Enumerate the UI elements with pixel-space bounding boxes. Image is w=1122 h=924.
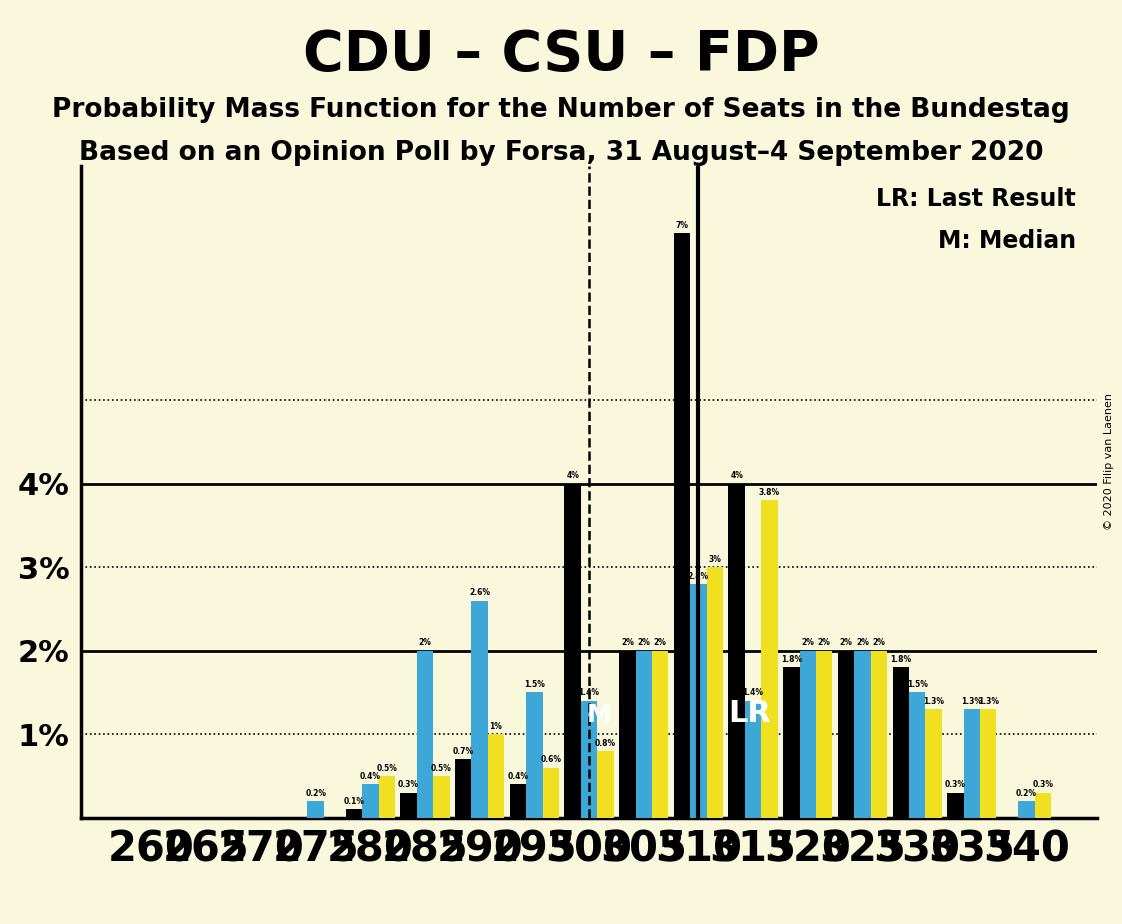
Bar <box>526 692 543 818</box>
Bar <box>871 650 888 818</box>
Text: 4%: 4% <box>730 471 743 480</box>
Text: 2%: 2% <box>856 638 868 648</box>
Text: LR: LR <box>728 699 771 728</box>
Text: 0.5%: 0.5% <box>376 763 397 772</box>
Bar <box>1034 793 1051 818</box>
Text: 1.5%: 1.5% <box>907 680 928 689</box>
Bar <box>597 751 614 818</box>
Bar <box>728 483 745 818</box>
Bar <box>783 667 800 818</box>
Text: 0.7%: 0.7% <box>452 747 473 756</box>
Text: 4%: 4% <box>567 471 579 480</box>
Text: 0.3%: 0.3% <box>1032 781 1054 789</box>
Bar <box>433 776 450 818</box>
Bar <box>909 692 926 818</box>
Text: 0.5%: 0.5% <box>431 763 452 772</box>
Text: 2%: 2% <box>873 638 885 648</box>
Text: 2%: 2% <box>620 638 634 648</box>
Text: LR: Last Result: LR: Last Result <box>876 188 1076 212</box>
Text: 0.4%: 0.4% <box>507 772 528 781</box>
Bar <box>690 584 707 818</box>
Text: 1.5%: 1.5% <box>524 680 545 689</box>
Bar <box>362 784 378 818</box>
Bar <box>416 650 433 818</box>
Text: 3%: 3% <box>708 554 721 564</box>
Bar <box>892 667 909 818</box>
Text: 0.1%: 0.1% <box>343 797 365 806</box>
Bar <box>816 650 833 818</box>
Bar <box>674 233 690 818</box>
Bar <box>378 776 395 818</box>
Text: 2%: 2% <box>839 638 853 648</box>
Bar <box>509 784 526 818</box>
Text: 3.8%: 3.8% <box>758 488 780 497</box>
Bar <box>1019 801 1034 818</box>
Bar <box>346 809 362 818</box>
Bar <box>838 650 854 818</box>
Text: 1.8%: 1.8% <box>890 655 911 664</box>
Text: 0.6%: 0.6% <box>541 755 561 764</box>
Text: 1.3%: 1.3% <box>962 697 983 706</box>
Bar <box>854 650 871 818</box>
Bar <box>307 801 324 818</box>
Bar <box>401 793 416 818</box>
Bar <box>926 710 941 818</box>
Text: Probability Mass Function for the Number of Seats in the Bundestag: Probability Mass Function for the Number… <box>52 97 1070 123</box>
Text: M: M <box>587 702 611 726</box>
Text: © 2020 Filip van Laenen: © 2020 Filip van Laenen <box>1104 394 1114 530</box>
Text: 0.3%: 0.3% <box>398 781 420 789</box>
Text: 2%: 2% <box>637 638 650 648</box>
Bar <box>543 768 559 818</box>
Bar <box>488 735 504 818</box>
Text: 2.6%: 2.6% <box>469 589 490 597</box>
Text: 0.8%: 0.8% <box>595 738 616 748</box>
Text: 1.4%: 1.4% <box>743 688 764 698</box>
Bar <box>635 650 652 818</box>
Bar <box>581 700 597 818</box>
Text: 2%: 2% <box>801 638 815 648</box>
Text: 0.2%: 0.2% <box>305 789 327 797</box>
Text: 1.8%: 1.8% <box>781 655 802 664</box>
Text: 0.3%: 0.3% <box>945 781 966 789</box>
Bar <box>619 650 635 818</box>
Bar <box>947 793 964 818</box>
Text: 2%: 2% <box>419 638 432 648</box>
Text: M: Median: M: Median <box>938 229 1076 253</box>
Bar <box>471 601 488 818</box>
Bar <box>652 650 669 818</box>
Bar <box>564 483 581 818</box>
Text: 2%: 2% <box>818 638 830 648</box>
Bar <box>800 650 816 818</box>
Text: 2.8%: 2.8% <box>688 572 709 580</box>
Text: 1%: 1% <box>489 722 503 731</box>
Text: 0.4%: 0.4% <box>360 772 380 781</box>
Text: Based on an Opinion Poll by Forsa, 31 August–4 September 2020: Based on an Opinion Poll by Forsa, 31 Au… <box>79 140 1043 166</box>
Bar <box>762 501 778 818</box>
Text: 0.2%: 0.2% <box>1017 789 1037 797</box>
Bar <box>707 567 723 818</box>
Bar <box>745 700 762 818</box>
Text: CDU – CSU – FDP: CDU – CSU – FDP <box>303 28 819 81</box>
Text: 1.4%: 1.4% <box>579 688 599 698</box>
Bar <box>964 710 980 818</box>
Bar <box>456 760 471 818</box>
Bar <box>980 710 996 818</box>
Text: 1.3%: 1.3% <box>923 697 944 706</box>
Text: 1.3%: 1.3% <box>977 697 999 706</box>
Text: 2%: 2% <box>654 638 666 648</box>
Text: 7%: 7% <box>675 221 689 230</box>
